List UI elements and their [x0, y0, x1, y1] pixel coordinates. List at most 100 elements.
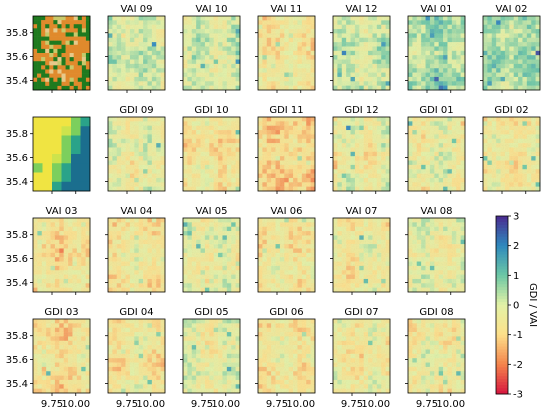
- panel-title: GDI 01: [419, 105, 453, 116]
- panel-title: VAI 04: [121, 206, 153, 217]
- panel-frame: [182, 318, 241, 394]
- map-panel: VAI 11: [255, 4, 316, 93]
- map-panel: VAI 08: [405, 206, 466, 295]
- map-panel: VAI 12: [330, 4, 391, 93]
- colorbar-tick-label: -2: [513, 360, 523, 371]
- panel-title: GDI 02: [494, 105, 528, 116]
- landcover-map-panel: 35.4 35.6 35.8: [6, 15, 91, 93]
- x-tick-label: 9.75: [416, 399, 438, 410]
- x-tick-label: 9.75: [266, 399, 288, 410]
- x-tick-label: 9.75: [341, 399, 363, 410]
- panel-frame: [32, 318, 91, 394]
- panel-title: GDI 11: [269, 105, 303, 116]
- panel-frame: [107, 318, 166, 394]
- panel-frame: [32, 217, 91, 293]
- panel-frame: [257, 15, 316, 91]
- panel-frame: [332, 217, 391, 293]
- panel-frame: [332, 318, 391, 394]
- panel-row: 35.4 35.6 35.8 GDI 09 GDI 10 GDI 11 GDI 12 GDI …: [6, 105, 541, 194]
- map-panel: VAI 03 35.4 35.6 35.8: [6, 206, 91, 295]
- map-panel: VAI 01: [405, 4, 466, 93]
- panel-title: VAI 05: [196, 206, 228, 217]
- x-tick-label: 9.75: [116, 399, 138, 410]
- map-panel: GDI 10: [180, 105, 241, 194]
- y-tick-label: 35.8: [6, 28, 28, 39]
- x-tick-label: 10.00: [136, 399, 165, 410]
- map-panel: VAI 06: [255, 206, 316, 295]
- y-tick-label: 35.8: [6, 129, 28, 140]
- colorbar-tick-label: 0: [513, 301, 519, 312]
- panel-frame: [407, 217, 466, 293]
- x-tick-label: 10.00: [361, 399, 390, 410]
- panel-title: VAI 01: [421, 4, 453, 15]
- colorbar-tick-label: -3: [513, 390, 523, 401]
- panel-row: VAI 03 35.4 35.6 35.8 VAI 04 VAI 05 VAI 06 VAI …: [6, 206, 466, 295]
- x-tick-label: 10.00: [436, 399, 465, 410]
- x-tick-label: 10.00: [211, 399, 240, 410]
- panel-title: VAI 11: [271, 4, 303, 15]
- x-tick-label: 10.00: [286, 399, 315, 410]
- panel-frame: [332, 15, 391, 91]
- map-panel: VAI 05: [180, 206, 241, 295]
- y-tick-label: 35.8: [6, 230, 28, 241]
- panel-title: VAI 02: [496, 4, 528, 15]
- map-panel: VAI 04: [105, 206, 166, 295]
- panel-frame: [332, 116, 391, 192]
- panel-frame: [257, 318, 316, 394]
- map-panel: GDI 12: [330, 105, 391, 194]
- panel-title: GDI 04: [119, 307, 153, 318]
- y-tick-label: 35.8: [6, 331, 28, 342]
- y-tick-label: 35.4: [6, 278, 28, 289]
- panel-frame: [107, 15, 166, 91]
- panel-title: VAI 09: [121, 4, 153, 15]
- colorbar-tick-label: 2: [513, 241, 519, 252]
- panel-title: VAI 12: [346, 4, 378, 15]
- y-tick-label: 35.6: [6, 254, 28, 265]
- coarse-grid-panel: 35.4 35.6 35.8: [6, 116, 91, 194]
- panel-frame: [407, 15, 466, 91]
- panel-title: VAI 03: [46, 206, 78, 217]
- panel-frame: [257, 116, 316, 192]
- map-panel: VAI 09: [105, 4, 166, 93]
- panel-title: VAI 06: [271, 206, 303, 217]
- panel-title: VAI 10: [196, 4, 228, 15]
- map-panel: VAI 07: [330, 206, 391, 295]
- panel-frame: [182, 217, 241, 293]
- panel-frame: [407, 116, 466, 192]
- map-panel: GDI 09: [105, 105, 166, 194]
- panel-title: VAI 08: [421, 206, 453, 217]
- x-tick-label: 9.75: [191, 399, 213, 410]
- y-tick-label: 35.4: [6, 76, 28, 87]
- y-tick-label: 35.6: [6, 153, 28, 164]
- map-panel: GDI 01: [405, 105, 466, 194]
- x-tick-label: 10.00: [61, 399, 90, 410]
- colorbar-tick-label: -1: [513, 330, 523, 341]
- map-panel: VAI 10: [180, 4, 241, 93]
- panel-title: GDI 09: [119, 105, 153, 116]
- panel-frame: [182, 116, 241, 192]
- colorbar-tick-label: 3: [513, 212, 519, 223]
- map-panel: GDI 02: [480, 105, 541, 194]
- panel-frame: [482, 15, 541, 91]
- map-panel: GDI 11: [255, 105, 316, 194]
- panel-frame: [407, 318, 466, 394]
- y-tick-label: 35.4: [6, 177, 28, 188]
- y-tick-label: 35.6: [6, 52, 28, 63]
- panel-row: 35.4 35.6 35.8 VAI 09 VAI 10 VAI 11 VAI 12 VAI …: [6, 4, 541, 93]
- panel-title: GDI 12: [344, 105, 378, 116]
- colorbar: -3 -2 -1 0 1 2 3 GDI / VAI: [495, 212, 538, 401]
- panel-frame: [482, 116, 541, 192]
- panel-title: VAI 07: [346, 206, 378, 217]
- panel-title: GDI 08: [419, 307, 453, 318]
- panel-title: GDI 03: [44, 307, 78, 318]
- panel-title: GDI 06: [269, 307, 303, 318]
- panel-frame: [257, 217, 316, 293]
